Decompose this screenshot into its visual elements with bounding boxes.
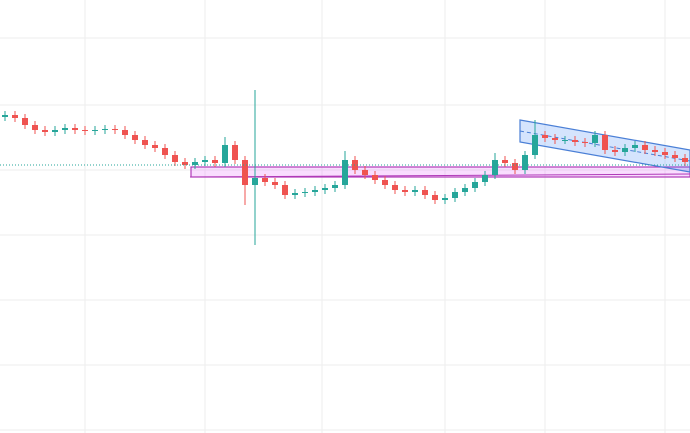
candle-body <box>672 155 678 158</box>
candle-body <box>492 160 498 175</box>
candle-body <box>412 190 418 192</box>
candle-body <box>302 192 308 193</box>
candle-body <box>322 188 328 190</box>
candle-body <box>282 185 288 195</box>
candle-body <box>82 130 88 131</box>
candle-body <box>312 190 318 192</box>
candle-body <box>212 160 218 163</box>
candle-body <box>592 135 598 143</box>
candle-body <box>272 182 278 185</box>
candle-body <box>192 162 198 165</box>
candle-body <box>222 145 228 163</box>
candle-body <box>502 160 508 163</box>
candle-body <box>542 135 548 138</box>
candle-body <box>462 188 468 192</box>
candle-body <box>112 129 118 130</box>
candle-body <box>42 130 48 132</box>
candle-body <box>522 155 528 170</box>
candle-body <box>242 160 248 185</box>
candle-body <box>62 128 68 130</box>
candle-body <box>392 185 398 190</box>
candles <box>2 90 688 245</box>
candle-body <box>632 145 638 148</box>
candle-body <box>422 190 428 195</box>
candle-body <box>332 185 338 188</box>
candle-body <box>442 198 448 200</box>
candle-body <box>162 148 168 155</box>
candle-body <box>682 158 688 162</box>
candle-body <box>642 145 648 150</box>
candle-body <box>102 129 108 130</box>
candle-body <box>72 128 78 130</box>
candle-body <box>602 135 608 150</box>
zone-rectangle[interactable] <box>190 166 690 178</box>
candle-body <box>92 130 98 131</box>
candle-body <box>2 115 8 117</box>
candle-body <box>22 118 28 125</box>
candle-body <box>232 145 238 160</box>
candle-body <box>572 140 578 142</box>
candle-body <box>252 178 258 185</box>
candle-body <box>622 148 628 152</box>
candle-body <box>612 150 618 152</box>
candle-body <box>172 155 178 162</box>
candle-body <box>182 162 188 165</box>
candle-body <box>152 145 158 148</box>
candle-body <box>142 140 148 145</box>
candle-body <box>122 130 128 135</box>
candle-body <box>132 135 138 140</box>
candle-body <box>472 182 478 188</box>
candle-body <box>262 178 268 182</box>
candle-body <box>582 142 588 143</box>
candle-body <box>652 150 658 152</box>
candle-body <box>452 192 458 198</box>
candle-body <box>562 140 568 141</box>
zone-line <box>189 173 690 178</box>
candle-body <box>12 115 18 118</box>
candle-body <box>482 175 488 182</box>
candle-body <box>382 180 388 185</box>
candle-body <box>342 160 348 185</box>
candle-body <box>362 170 368 175</box>
candle-body <box>202 160 208 162</box>
candle-body <box>372 175 378 180</box>
candle-body <box>32 125 38 130</box>
candle-body <box>532 135 538 155</box>
candle-body <box>432 195 438 200</box>
candle-body <box>52 130 58 132</box>
candle-body <box>662 152 668 155</box>
candle-body <box>512 163 518 170</box>
candle-body <box>552 138 558 140</box>
candle-body <box>292 193 298 195</box>
candle-body <box>402 190 408 192</box>
